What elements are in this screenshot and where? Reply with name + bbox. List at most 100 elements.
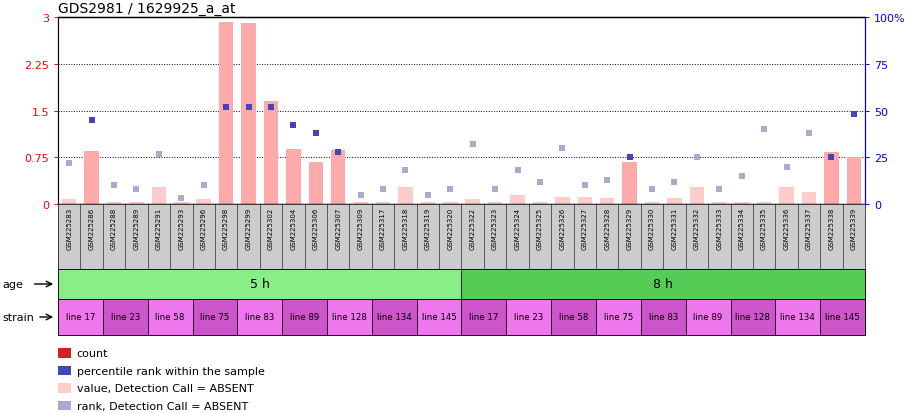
Text: GSM225307: GSM225307	[335, 207, 341, 249]
Text: GSM225323: GSM225323	[492, 207, 498, 249]
Bar	[846, 158, 861, 204]
Bar	[286, 150, 300, 204]
Text: GSM225339: GSM225339	[851, 207, 857, 249]
Text: GSM225338: GSM225338	[828, 207, 834, 249]
Text: line 75: line 75	[200, 313, 229, 322]
Bar	[731, 299, 775, 335]
Text: line 128: line 128	[735, 313, 771, 322]
Point	[465, 142, 480, 148]
Text: line 134: line 134	[377, 313, 411, 322]
Bar	[58, 269, 461, 299]
Text: line 17: line 17	[66, 313, 96, 322]
Bar	[327, 299, 372, 335]
Point	[420, 192, 435, 199]
Bar	[461, 299, 506, 335]
Bar	[399, 188, 413, 204]
Bar	[58, 349, 70, 358]
Text: GSM225304: GSM225304	[290, 207, 297, 249]
Text: GSM225324: GSM225324	[514, 207, 521, 249]
Bar	[331, 150, 346, 204]
Text: GSM225289: GSM225289	[134, 207, 139, 249]
Bar	[532, 202, 547, 204]
Text: GSM225318: GSM225318	[402, 207, 409, 249]
Text: GSM225320: GSM225320	[448, 207, 453, 249]
Bar	[511, 195, 525, 204]
Bar	[241, 24, 256, 204]
Bar	[578, 197, 592, 204]
Text: line 89: line 89	[290, 313, 319, 322]
Point	[779, 164, 794, 171]
Text: 8 h: 8 h	[653, 278, 673, 291]
Text: GSM225286: GSM225286	[88, 207, 95, 249]
Text: GSM225329: GSM225329	[627, 207, 632, 249]
Bar	[85, 152, 99, 204]
Point	[443, 186, 458, 193]
Bar	[667, 198, 682, 204]
Point	[488, 186, 502, 193]
Text: GSM225293: GSM225293	[178, 207, 185, 249]
Text: GSM225336: GSM225336	[784, 207, 790, 249]
Text: line 17: line 17	[470, 313, 499, 322]
Text: GSM225306: GSM225306	[313, 207, 318, 249]
Point	[197, 183, 211, 189]
Text: line 83: line 83	[649, 313, 678, 322]
Bar	[641, 299, 685, 335]
Bar	[600, 198, 614, 204]
Point	[667, 179, 682, 185]
Text: age: age	[2, 279, 23, 289]
Point	[62, 160, 76, 167]
Point	[824, 154, 839, 161]
Bar	[372, 299, 417, 335]
Bar	[174, 202, 188, 204]
Point	[241, 104, 256, 111]
Bar	[555, 197, 570, 204]
Point	[399, 168, 413, 174]
Point	[622, 154, 637, 161]
Text: line 128: line 128	[332, 313, 367, 322]
Bar	[308, 162, 323, 204]
Text: GDS2981 / 1629925_a_at: GDS2981 / 1629925_a_at	[58, 2, 236, 16]
Text: GSM225326: GSM225326	[560, 207, 565, 249]
Text: GSM225330: GSM225330	[649, 207, 655, 249]
Bar	[443, 202, 458, 204]
Text: strain: strain	[2, 312, 34, 322]
Text: GSM225333: GSM225333	[716, 207, 723, 249]
Bar	[645, 202, 660, 204]
Bar	[62, 199, 76, 204]
Point	[376, 186, 390, 193]
Bar	[461, 269, 865, 299]
Bar	[622, 162, 637, 204]
Point	[129, 186, 144, 193]
Bar	[238, 299, 282, 335]
Bar	[820, 299, 865, 335]
Point	[532, 179, 547, 185]
Text: GSM225283: GSM225283	[66, 207, 72, 249]
Text: value, Detection Call = ABSENT: value, Detection Call = ABSENT	[76, 383, 253, 393]
Point	[555, 145, 570, 152]
Text: GSM225291: GSM225291	[156, 207, 162, 249]
Text: line 83: line 83	[245, 313, 275, 322]
Point	[85, 117, 99, 124]
Bar	[264, 102, 278, 204]
Bar	[58, 366, 70, 375]
Bar	[690, 188, 704, 204]
Bar	[551, 299, 596, 335]
Text: line 23: line 23	[514, 313, 543, 322]
Text: GSM225325: GSM225325	[537, 207, 543, 249]
Bar	[193, 299, 238, 335]
Text: line 58: line 58	[156, 313, 185, 322]
Text: GSM225328: GSM225328	[604, 207, 611, 249]
Text: GSM225302: GSM225302	[268, 207, 274, 249]
Text: line 75: line 75	[603, 313, 633, 322]
Bar	[712, 202, 726, 204]
Point	[152, 151, 167, 157]
Bar	[197, 199, 211, 204]
Point	[308, 131, 323, 137]
Bar	[420, 202, 435, 204]
Bar	[465, 199, 480, 204]
Point	[802, 131, 816, 137]
Bar	[488, 202, 502, 204]
Point	[264, 104, 278, 111]
Text: GSM225288: GSM225288	[111, 207, 117, 249]
Text: GSM225337: GSM225337	[806, 207, 812, 249]
